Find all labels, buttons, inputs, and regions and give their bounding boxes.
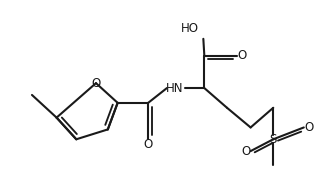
Text: HO: HO — [180, 22, 198, 36]
Text: O: O — [241, 145, 250, 158]
Text: O: O — [144, 138, 153, 151]
Text: O: O — [91, 77, 100, 90]
Text: HN: HN — [166, 82, 184, 95]
Text: S: S — [269, 133, 277, 146]
Text: O: O — [304, 121, 313, 134]
Text: O: O — [237, 49, 246, 62]
